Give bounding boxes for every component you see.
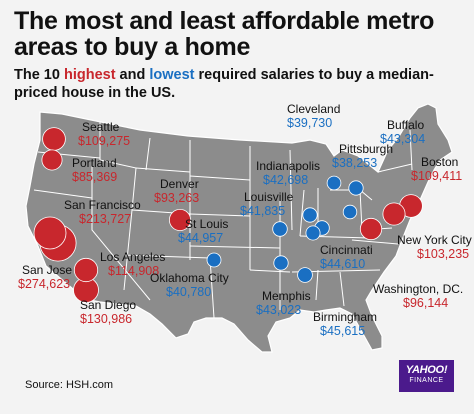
city-salary: $38,253 <box>332 155 378 170</box>
city-name: Cleveland <box>287 102 341 116</box>
city-salary: $45,615 <box>320 323 366 338</box>
city-name: Denver <box>160 177 199 191</box>
logo-line-2: FINANCE <box>409 377 444 384</box>
city-name: San Diego <box>80 298 137 312</box>
city-salary: $103,235 <box>417 246 470 261</box>
city-salary: $41,835 <box>240 203 286 218</box>
city-salary: $42,698 <box>263 172 309 187</box>
us-map-outline <box>25 103 453 353</box>
city-name: San Jose <box>22 263 73 277</box>
subtitle-text-1: The 10 <box>14 67 64 83</box>
label-seattle: Seattle $109,275 <box>78 120 131 148</box>
label-boston: Boston $109,411 <box>411 155 463 183</box>
city-name: New York City <box>397 233 472 247</box>
marker-denver <box>168 208 191 231</box>
label-pittsburgh: Pittsburgh $38,253 <box>332 142 394 170</box>
city-salary: $96,144 <box>403 295 449 310</box>
city-name: Memphis <box>262 289 311 303</box>
label-louisville: Louisville $41,835 <box>240 190 294 218</box>
city-salary: $39,730 <box>287 115 333 130</box>
city-salary: $213,727 <box>79 211 132 226</box>
marker-buffalo <box>348 180 364 196</box>
label-cincinnati: Cincinnati $44,610 <box>320 243 373 271</box>
city-salary: $109,411 <box>411 168 463 183</box>
subtitle-text-2: and <box>115 67 150 83</box>
city-name: San Francisco <box>64 198 141 212</box>
marker-cleveland <box>326 175 342 191</box>
city-name: Seattle <box>82 120 120 134</box>
marker-los-angeles <box>73 257 99 283</box>
label-new-york-city: New York City $103,235 <box>397 233 472 261</box>
marker-seattle <box>42 127 66 151</box>
marker-birmingham <box>297 267 313 283</box>
yahoo-finance-logo: YAHOO! FINANCE <box>399 360 454 392</box>
city-salary: $93,263 <box>154 190 200 205</box>
label-memphis: Memphis $43,023 <box>256 289 311 317</box>
city-name: Louisville <box>244 190 294 204</box>
label-san-diego: San Diego $130,986 <box>80 298 137 326</box>
marker-oklahoma-city <box>206 252 222 268</box>
label-denver: Denver $93,263 <box>154 177 200 205</box>
page-title: The most and least affordable metro area… <box>14 7 435 61</box>
marker-memphis <box>273 255 289 271</box>
city-name: St Louis <box>185 217 229 231</box>
city-salary: $114,908 <box>108 263 160 278</box>
city-name: Oklahoma City <box>150 271 229 285</box>
source-note: Source: HSH.com <box>25 379 114 391</box>
subtitle: The 10 highest and lowest required salar… <box>14 66 470 102</box>
city-name: Los Angeles <box>100 250 166 264</box>
marker-new-york-city <box>382 202 406 226</box>
city-name: Indianapolis <box>256 159 321 173</box>
marker-portland <box>41 149 63 171</box>
city-salary: $130,986 <box>80 311 133 326</box>
subtitle-text-3: required salaries to buy a median-priced… <box>14 67 434 101</box>
city-salary: $43,304 <box>380 131 426 146</box>
label-san-jose: San Jose $274,623 <box>18 263 73 291</box>
label-portland: Portland $85,369 <box>72 156 118 184</box>
label-st-louis: St Louis $44,957 <box>178 217 229 245</box>
city-salary: $274,623 <box>18 276 71 291</box>
label-oklahoma-city: Oklahoma City $40,780 <box>150 271 229 299</box>
city-name: Buffalo <box>387 118 425 132</box>
city-salary: $44,957 <box>178 230 224 245</box>
marker-san-francisco <box>33 216 67 250</box>
city-salary: $44,610 <box>320 256 366 271</box>
city-salary: $85,369 <box>72 169 118 184</box>
subtitle-highest: highest <box>63 67 116 83</box>
city-name: Birmingham <box>313 310 378 324</box>
city-name: Cincinnati <box>320 243 373 257</box>
marker-indianapolis <box>302 207 318 223</box>
label-los-angeles: Los Angeles $114,908 <box>100 250 166 278</box>
city-name: Portland <box>72 156 117 170</box>
label-san-francisco: San Francisco $213,727 <box>64 198 141 226</box>
logo-line-1: YAHOO! <box>405 364 448 376</box>
marker-louisville <box>305 225 321 241</box>
city-markers <box>33 127 423 303</box>
city-name: Boston <box>421 155 459 169</box>
marker-washington-dc <box>359 217 383 241</box>
city-salary: $109,275 <box>78 133 131 148</box>
label-birmingham: Birmingham $45,615 <box>313 310 378 338</box>
subtitle-lowest: lowest <box>149 67 195 83</box>
city-name: Pittsburgh <box>339 142 394 156</box>
label-indianapolis: Indianapolis $42,698 <box>256 159 321 187</box>
label-buffalo: Buffalo $43,304 <box>380 118 426 146</box>
label-cleveland: Cleveland $39,730 <box>287 102 341 130</box>
marker-pittsburgh <box>342 204 358 220</box>
city-name: Washington, DC. <box>373 282 464 296</box>
city-salary: $43,023 <box>256 302 302 317</box>
marker-st-louis <box>272 221 288 237</box>
label-washington-dc: Washington, DC. $96,144 <box>373 282 464 310</box>
city-salary: $40,780 <box>166 284 212 299</box>
